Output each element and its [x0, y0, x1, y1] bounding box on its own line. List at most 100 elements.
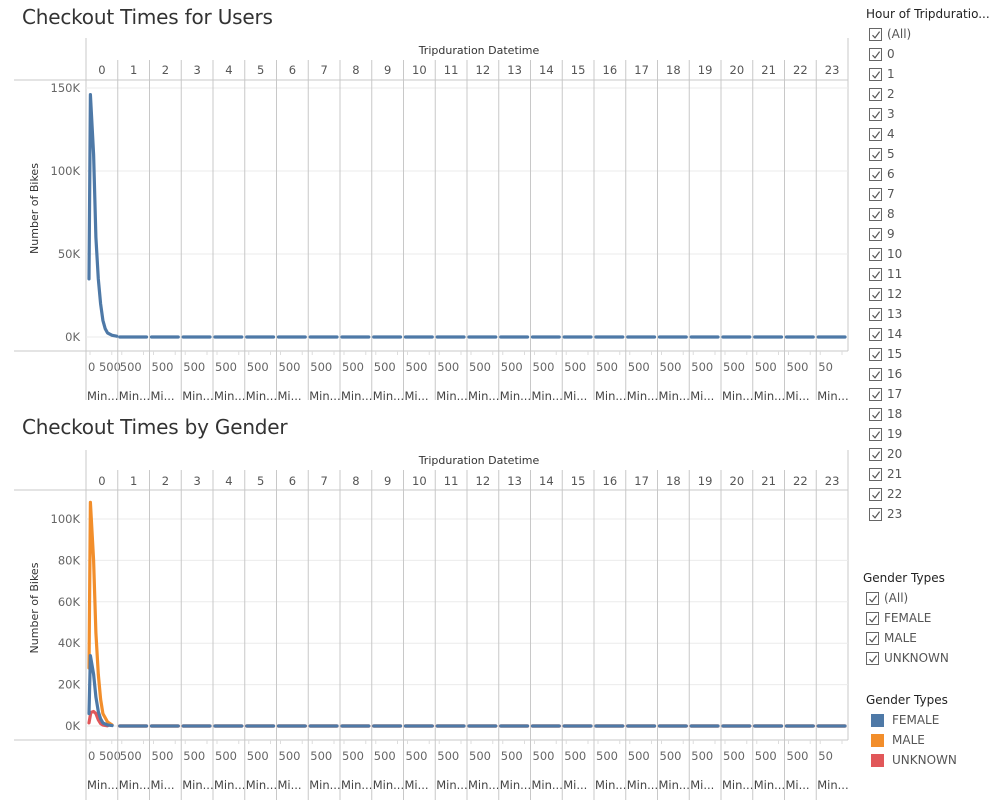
hour-filter-item[interactable]: 5 — [866, 144, 990, 164]
hour-filter-item[interactable]: 2 — [866, 84, 990, 104]
hour-filter-item[interactable]: 23 — [866, 504, 990, 524]
hour-filter-item[interactable]: 13 — [866, 304, 990, 324]
series-line[interactable] — [87, 500, 114, 727]
filter-item-label: (All) — [887, 27, 912, 41]
column-header: 6 — [289, 474, 296, 488]
x-footer-label: Min... — [87, 389, 118, 400]
gender-filter-item[interactable]: UNKNOWN — [863, 648, 949, 668]
checkbox[interactable] — [869, 427, 882, 441]
column-header: 18 — [666, 474, 681, 488]
series-line[interactable] — [87, 709, 110, 728]
checkbox[interactable] — [866, 591, 879, 605]
x-footer-label: Min... — [309, 389, 340, 400]
hour-filter-item[interactable]: 12 — [866, 284, 990, 304]
checkbox[interactable] — [869, 67, 882, 81]
checkbox[interactable] — [869, 467, 882, 481]
x-tick-label: 500 — [533, 360, 555, 374]
checkbox[interactable] — [869, 87, 882, 101]
hour-filter-item[interactable]: 19 — [866, 424, 990, 444]
hour-filter-item[interactable]: 4 — [866, 124, 990, 144]
legend-item[interactable]: UNKNOWN — [866, 750, 957, 770]
checkbox[interactable] — [869, 227, 882, 241]
hour-filter-item[interactable]: (All) — [866, 24, 990, 44]
y-tick-label: 150K — [51, 81, 81, 95]
column-header: 8 — [352, 474, 359, 488]
checkbox[interactable] — [869, 267, 882, 281]
checkbox[interactable] — [866, 651, 879, 665]
filter-item-label: 1 — [887, 67, 895, 81]
x-tick-label: 500 — [501, 360, 523, 374]
hour-filter-item[interactable]: 18 — [866, 404, 990, 424]
x-tick-label: 500 — [310, 749, 332, 763]
x-tick-label: 500 — [660, 360, 682, 374]
gender-filter-item[interactable]: (All) — [863, 588, 949, 608]
x-footer-label: Min... — [87, 778, 118, 792]
legend-item[interactable]: MALE — [866, 730, 957, 750]
hour-filter-item[interactable]: 20 — [866, 444, 990, 464]
hour-filter-item[interactable]: 14 — [866, 324, 990, 344]
checkbox[interactable] — [869, 27, 882, 41]
hour-filter-item[interactable]: 17 — [866, 384, 990, 404]
checkbox[interactable] — [866, 611, 879, 625]
checkbox[interactable] — [869, 447, 882, 461]
y-tick-label: 0K — [65, 719, 80, 733]
series-line[interactable] — [87, 654, 114, 728]
x-footer-label: Mi... — [690, 389, 714, 400]
checkbox[interactable] — [869, 247, 882, 261]
hour-filter-item[interactable]: 8 — [866, 204, 990, 224]
checkbox[interactable] — [869, 487, 882, 501]
x-footer-label: Min... — [627, 778, 658, 792]
hour-filter-item[interactable]: 3 — [866, 104, 990, 124]
hour-filter-item[interactable]: 1 — [866, 64, 990, 84]
y-axis-label: Number of Bikes — [28, 163, 41, 254]
hour-filter-item[interactable]: 9 — [866, 224, 990, 244]
series-line[interactable] — [87, 93, 119, 338]
checkbox[interactable] — [869, 107, 882, 121]
checkbox[interactable] — [869, 207, 882, 221]
checkbox[interactable] — [869, 387, 882, 401]
column-header: 4 — [225, 474, 232, 488]
checkbox[interactable] — [869, 47, 882, 61]
x-tick-label: 500 — [437, 360, 459, 374]
checkbox[interactable] — [869, 147, 882, 161]
hour-filter-item[interactable]: 15 — [866, 344, 990, 364]
x-footer-label: Min... — [246, 778, 277, 792]
checkbox[interactable] — [869, 287, 882, 301]
x-tick-label: 500 — [406, 749, 428, 763]
hour-filter-item[interactable]: 11 — [866, 264, 990, 284]
filter-item-label: 9 — [887, 227, 895, 241]
bottom-chart[interactable]: Tripduration Datetime 0 0 500 Min... 1 500 Min… — [0, 410, 860, 810]
column-header: 17 — [634, 474, 649, 488]
top-chart[interactable]: Tripduration Datetime 0 0 500 Min... 1 500 Min… — [0, 0, 860, 400]
x-tick-label: 500 — [247, 360, 269, 374]
checkbox[interactable] — [866, 631, 879, 645]
column-header: 13 — [507, 474, 522, 488]
gender-legend-title: Gender Types — [866, 693, 948, 707]
hour-filter-item[interactable]: 21 — [866, 464, 990, 484]
x-footer-label: Min... — [659, 389, 690, 400]
checkbox[interactable] — [869, 187, 882, 201]
x-footer-label: Min... — [436, 389, 467, 400]
filter-item-label: 15 — [887, 347, 903, 361]
legend-item[interactable]: FEMALE — [866, 710, 957, 730]
hour-filter-item[interactable]: 6 — [866, 164, 990, 184]
filter-item-label: 4 — [887, 127, 895, 141]
checkbox[interactable] — [869, 367, 882, 381]
gender-filter-title: Gender Types — [863, 571, 945, 585]
checkbox[interactable] — [869, 507, 882, 521]
checkbox[interactable] — [869, 407, 882, 421]
hour-filter-item[interactable]: 10 — [866, 244, 990, 264]
hour-filter-item[interactable]: 16 — [866, 364, 990, 384]
gender-filter-item[interactable]: FEMALE — [863, 608, 949, 628]
checkbox[interactable] — [869, 307, 882, 321]
filter-item-label: 16 — [887, 367, 903, 381]
checkbox[interactable] — [869, 127, 882, 141]
hour-filter-item[interactable]: 7 — [866, 184, 990, 204]
checkbox[interactable] — [869, 347, 882, 361]
checkbox[interactable] — [869, 327, 882, 341]
gender-filter-item[interactable]: MALE — [863, 628, 949, 648]
x-footer-label: Min... — [500, 778, 531, 792]
hour-filter-item[interactable]: 22 — [866, 484, 990, 504]
hour-filter-item[interactable]: 0 — [866, 44, 990, 64]
checkbox[interactable] — [869, 167, 882, 181]
